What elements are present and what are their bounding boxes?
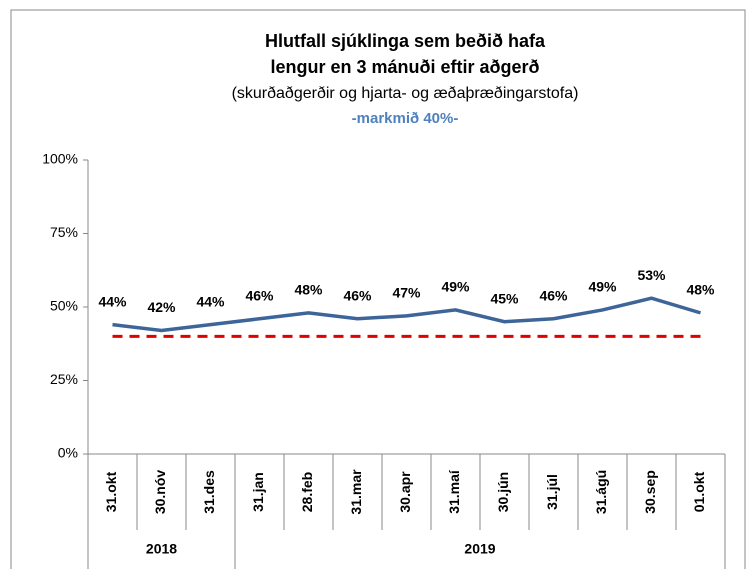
data-label: 46%: [245, 287, 274, 303]
data-label: 47%: [392, 285, 421, 301]
y-tick-label: 0%: [58, 445, 78, 461]
data-label: 46%: [343, 287, 372, 303]
group-label: 2019: [464, 541, 495, 557]
data-label: 44%: [196, 293, 225, 309]
chart-title: lengur en 3 mánuði eftir aðgerð: [270, 57, 539, 77]
x-tick-label: 28.feb: [299, 472, 315, 512]
data-label: 49%: [588, 279, 617, 295]
data-label: 48%: [294, 282, 323, 298]
y-tick-label: 75%: [50, 224, 78, 240]
data-label: 46%: [539, 287, 568, 303]
data-label: 45%: [490, 290, 519, 306]
x-tick-label: 30.sep: [642, 470, 658, 514]
data-label: 44%: [98, 293, 127, 309]
data-label: 48%: [686, 282, 715, 298]
annotation: -markmið 40%-: [352, 110, 459, 127]
chart-title: Hlutfall sjúklinga sem beðið hafa: [265, 31, 546, 51]
group-label: 2018: [146, 541, 177, 557]
x-tick-label: 31.júl: [544, 474, 560, 510]
x-tick-label: 31.mar: [348, 469, 364, 515]
y-tick-label: 100%: [42, 151, 78, 167]
x-tick-label: 30.apr: [397, 471, 413, 513]
chart-subtitle: (skurðaðgerðir og hjarta- og æðaþræðinga…: [232, 85, 579, 102]
data-label: 49%: [441, 279, 470, 295]
x-tick-label: 30.nóv: [152, 470, 168, 515]
data-label: 53%: [637, 267, 666, 283]
x-tick-label: 31.okt: [103, 471, 119, 512]
y-tick-label: 25%: [50, 371, 78, 387]
y-tick-label: 50%: [50, 298, 78, 314]
series-line: [112, 296, 702, 333]
data-label: 42%: [147, 299, 176, 315]
x-tick-label: 31.jan: [250, 472, 266, 512]
x-tick-label: 01.okt: [691, 471, 707, 512]
x-tick-label: 31.maí: [446, 469, 462, 514]
x-tick-label: 31.ágú: [593, 470, 609, 514]
chart-border: [10, 9, 746, 569]
x-tick-label: 31.des: [201, 470, 217, 514]
x-tick-label: 30.jún: [495, 472, 511, 512]
